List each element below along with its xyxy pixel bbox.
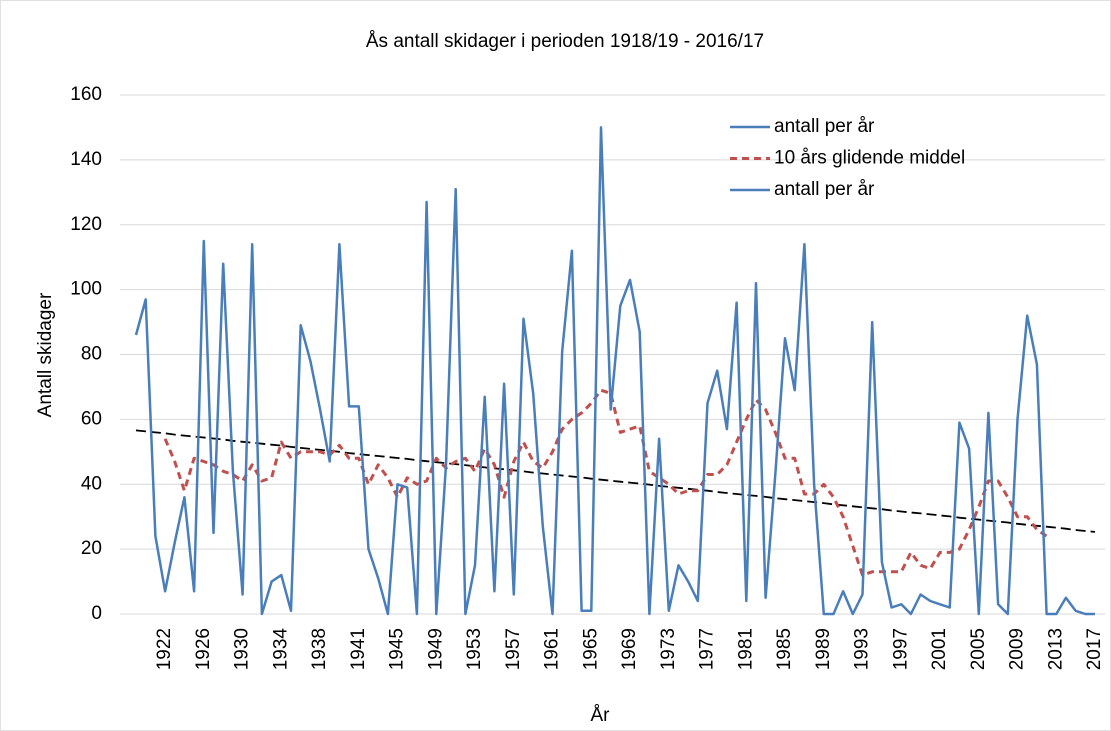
x-tick-label: 1981 bbox=[735, 628, 756, 670]
series-line bbox=[134, 126, 1095, 616]
x-tick-label: 1941 bbox=[348, 628, 369, 670]
y-tick-label: 60 bbox=[81, 408, 102, 429]
x-tick-label: 1993 bbox=[852, 628, 873, 670]
x-tick-label: 1965 bbox=[580, 628, 601, 670]
y-tick-label: 100 bbox=[70, 279, 102, 300]
x-tick-label: 1977 bbox=[697, 628, 718, 670]
x-tick-label: 1949 bbox=[425, 628, 446, 670]
x-tick-label: 1926 bbox=[193, 628, 214, 670]
x-tick-label: 1934 bbox=[270, 628, 291, 671]
chart-title: Ås antall skidager i perioden 1918/19 - … bbox=[366, 31, 764, 52]
x-tick-label: 2017 bbox=[1084, 628, 1105, 670]
y-tick-label: 80 bbox=[81, 344, 102, 365]
x-tick-label: 2013 bbox=[1045, 628, 1066, 670]
y-tick-label: 160 bbox=[70, 84, 102, 105]
y-tick-label: 0 bbox=[91, 603, 102, 624]
x-tick-label: 1973 bbox=[658, 628, 679, 670]
x-tick-label: 2005 bbox=[968, 628, 989, 670]
legend-label: antall per år bbox=[774, 179, 875, 200]
y-tick-label: 120 bbox=[70, 214, 102, 235]
legend-label: 10 års glidende middel bbox=[774, 148, 965, 169]
x-tick-label: 1953 bbox=[464, 628, 485, 670]
legend-label: antall per år bbox=[774, 116, 875, 137]
x-tick-label: 2009 bbox=[1007, 628, 1028, 670]
x-tick-label: 1922 bbox=[154, 628, 175, 670]
y-tick-label: 20 bbox=[81, 538, 102, 559]
series-line bbox=[135, 429, 1096, 533]
x-tick-label: 1989 bbox=[813, 628, 834, 670]
x-tick-label: 1930 bbox=[232, 628, 253, 670]
series-line bbox=[163, 388, 1048, 577]
x-tick-label: 1957 bbox=[503, 628, 524, 670]
x-axis-title: År bbox=[591, 705, 611, 726]
x-tick-label: 1961 bbox=[542, 628, 563, 670]
x-tick-label: 1985 bbox=[774, 628, 795, 670]
x-tick-label: 1969 bbox=[619, 628, 640, 670]
x-tick-label: 2001 bbox=[929, 628, 950, 670]
y-tick-label: 140 bbox=[70, 149, 102, 170]
y-axis-title: Antall skidager bbox=[35, 292, 56, 417]
x-tick-label: 1997 bbox=[890, 628, 911, 670]
y-tick-label: 40 bbox=[81, 473, 102, 494]
x-tick-label: 1945 bbox=[387, 628, 408, 670]
x-tick-label: 1938 bbox=[309, 628, 330, 670]
